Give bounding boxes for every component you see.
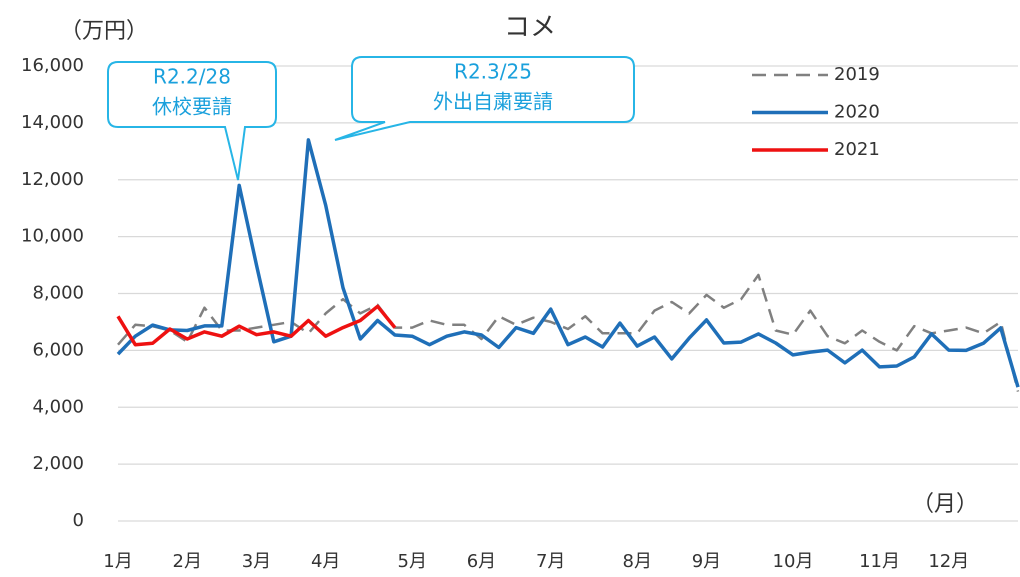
x-tick-label: 7月 [536, 551, 565, 572]
series-line [116, 304, 397, 347]
x-tick-label: 4月 [311, 551, 340, 572]
y-axis-label: （万円） [60, 19, 148, 44]
x-tick-label: 11月 [859, 551, 900, 572]
legend-label: 2020 [834, 102, 880, 123]
x-tick-label: 6月 [467, 551, 496, 572]
callout-box [107, 61, 277, 181]
x-tick-label: 10月 [773, 551, 814, 572]
y-tick-label: 4,000 [32, 396, 84, 417]
legend-label: 2021 [834, 139, 880, 160]
x-tick-label: 3月 [242, 551, 271, 572]
x-tick-label: 8月 [623, 551, 652, 572]
legend-label: 2019 [834, 64, 880, 85]
annotation: R2.3/25 [454, 60, 532, 84]
legend: 2019 2020 2021 [752, 64, 880, 160]
y-tick-label: 14,000 [21, 112, 84, 133]
x-tick-label: 5月 [398, 551, 427, 572]
y-tick-label: 0 [73, 510, 84, 531]
series-line [116, 138, 1020, 388]
x-tick-label: 9月 [692, 551, 721, 572]
x-tick-label: 1月 [103, 551, 132, 572]
chart-title: コメ [504, 13, 556, 43]
y-tick-label: 10,000 [21, 226, 84, 247]
annotation: R2.2/28 [153, 65, 231, 89]
y-tick-label: 12,000 [21, 169, 84, 190]
y-tick-label: 16,000 [21, 55, 84, 76]
x-tick-label: 12月 [928, 551, 969, 572]
callout-box [334, 56, 635, 141]
y-tick-label: 8,000 [32, 283, 84, 304]
plot [116, 138, 1020, 392]
y-tick-label: 2,000 [32, 453, 84, 474]
grid: 0 2,000 4,000 6,000 8,000 10,000 12,000 14,000 1… [21, 55, 1018, 572]
x-axis-label: （月） [912, 492, 978, 517]
series-line [117, 273, 1020, 392]
annotation: 外出自粛要請 [433, 90, 553, 114]
y-tick-label: 6,000 [32, 339, 84, 360]
x-tick-label: 2月 [173, 551, 202, 572]
annotation: 休校要請 [152, 95, 232, 119]
